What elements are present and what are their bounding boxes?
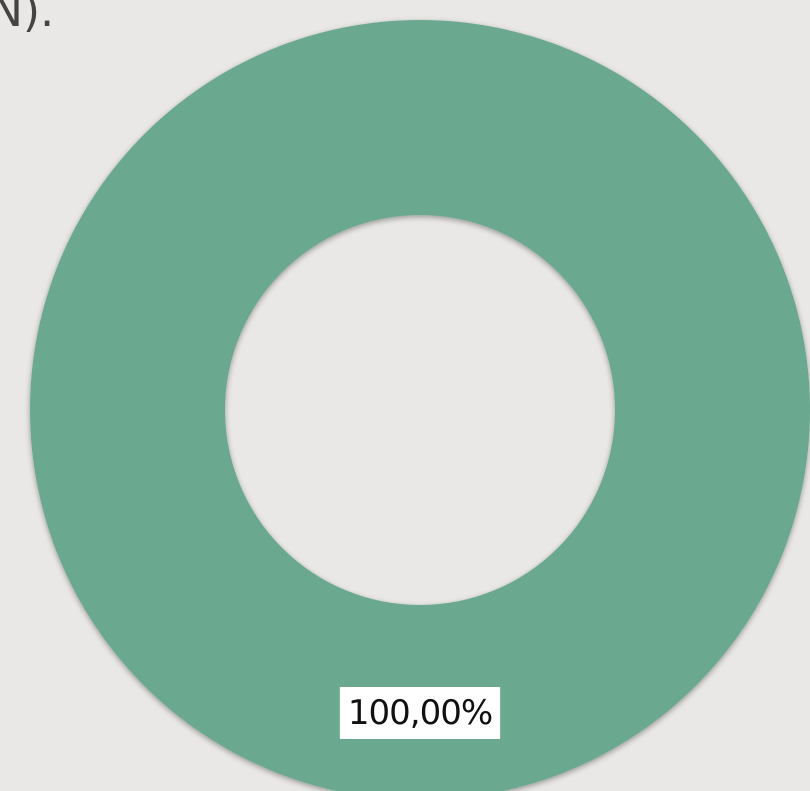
labels: 100,00% bbox=[339, 687, 501, 739]
value-label-box bbox=[339, 687, 501, 739]
donut bbox=[30, 20, 810, 791]
value-label: 100,00% bbox=[348, 693, 492, 733]
chart-title: N). bbox=[0, 0, 54, 37]
slice bbox=[30, 20, 810, 791]
